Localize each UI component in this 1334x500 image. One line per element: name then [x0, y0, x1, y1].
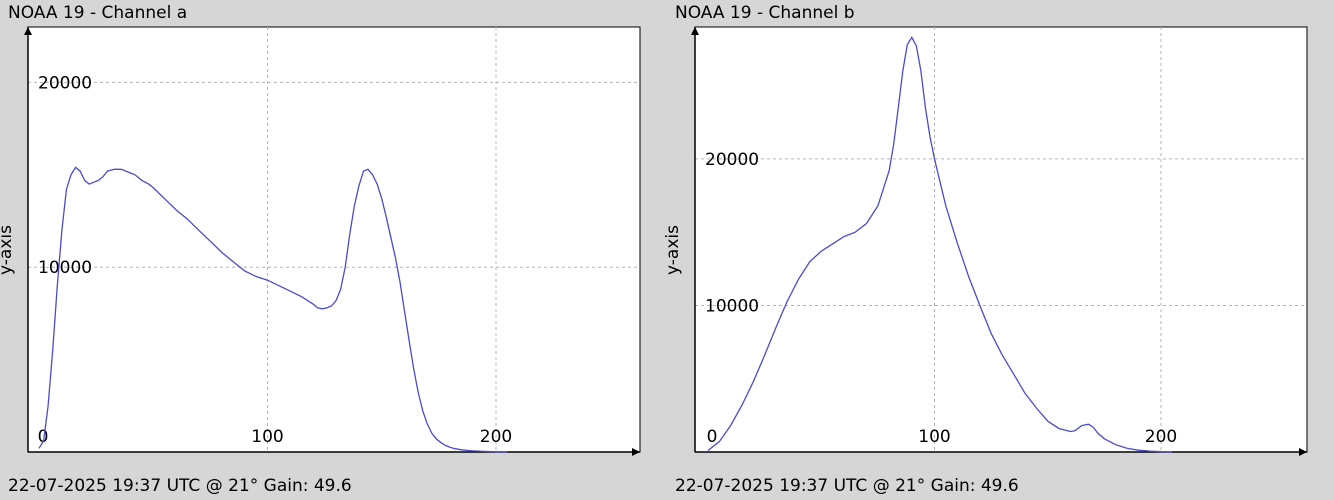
x-tick-label: 200 — [1145, 427, 1177, 447]
y-tick-label: 10000 — [38, 258, 92, 278]
x-tick-label: 100 — [251, 427, 283, 447]
chart-title: NOAA 19 - Channel b — [675, 3, 855, 23]
x-tick-label: 0 — [38, 427, 49, 447]
x-axis-arrow-icon — [1299, 448, 1307, 456]
y-tick-label: 20000 — [38, 73, 92, 93]
x-axis-arrow-icon — [632, 448, 640, 456]
series-line — [707, 35, 1173, 453]
chart-footer: 22-07-2025 19:37 UTC @ 21° Gain: 49.6 — [8, 476, 352, 496]
chart-plot-a: 0 100 200 10000 20000 — [24, 26, 641, 456]
plot-area — [694, 26, 1308, 453]
plot-area — [27, 26, 641, 453]
chart-title: NOAA 19 - Channel a — [8, 3, 188, 23]
x-tick-label: 0 — [707, 427, 718, 447]
x-tick-label: 200 — [480, 427, 512, 447]
chart-footer: 22-07-2025 19:37 UTC @ 21° Gain: 49.6 — [675, 476, 1019, 496]
chart-plot-b: 0 100 200 10000 20000 — [691, 26, 1308, 456]
y-axis-arrow-icon — [24, 27, 32, 35]
x-tick-label: 100 — [918, 427, 950, 447]
y-axis-arrow-icon — [691, 27, 699, 35]
series-line — [38, 166, 508, 453]
y-tick-label: 10000 — [705, 296, 759, 316]
chart-panel-a: NOAA 19 - Channel a y-axis 0 100 200 10000 2… — [0, 0, 660, 500]
y-tick-label: 20000 — [705, 150, 759, 170]
chart-panel-b: NOAA 19 - Channel b y-axis 0 100 200 10000 2… — [663, 0, 1334, 500]
